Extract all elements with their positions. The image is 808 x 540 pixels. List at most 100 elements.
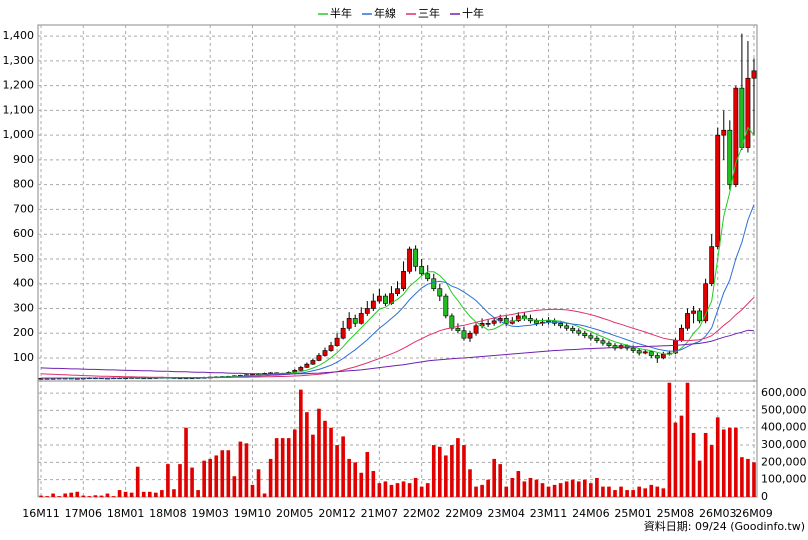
y-tick-label: 200 [13, 326, 34, 339]
candle-body [558, 323, 564, 327]
volume-bar [87, 496, 92, 497]
candle-body [630, 347, 636, 351]
volume-bar [721, 429, 726, 497]
volume-bar [347, 458, 351, 497]
candle-body [654, 355, 660, 359]
candle-body [358, 313, 364, 324]
volume-bar [154, 492, 158, 497]
y-tick-label: 600 [13, 227, 34, 240]
candle-body [691, 310, 696, 314]
volume-bar [305, 412, 309, 497]
legend-label: 三年 [418, 6, 440, 20]
ma-line [40, 329, 755, 375]
volume-bar [135, 466, 140, 497]
x-tick-label: 25M08 [657, 507, 695, 520]
candle-body [582, 332, 588, 336]
candle-body [449, 315, 455, 329]
legend-label: 半年 [330, 6, 352, 20]
volume-bar [576, 481, 581, 497]
candle-body [733, 87, 739, 185]
volume-bar [57, 496, 61, 497]
volume-bar [534, 479, 539, 497]
volume-bar [147, 491, 152, 497]
volume-bar [123, 491, 128, 497]
volume-bar [709, 445, 714, 497]
volume-bar [697, 460, 702, 497]
x-tick-label: 25M01 [614, 507, 652, 520]
candle-body [594, 337, 600, 341]
y2-tick-label: 600,000 [761, 386, 807, 399]
volume-bar [214, 455, 219, 497]
y-tick-label: 1,100 [3, 103, 35, 116]
candle-body [739, 87, 745, 148]
volume-bar [661, 488, 666, 497]
candle-body [376, 295, 382, 302]
volume-bar [462, 445, 466, 497]
plot-frame [37, 24, 758, 498]
x-tick-label: 26M09 [735, 507, 773, 520]
volume-bar [522, 481, 527, 497]
x-tick-label: 21M07 [361, 507, 399, 520]
volume-bar [558, 483, 563, 497]
candle-body [328, 345, 334, 351]
candle-body [709, 246, 715, 285]
volume-bar [172, 489, 176, 497]
volume-bar [740, 457, 744, 497]
volume-bar [268, 458, 273, 497]
y-tick-label: 300 [13, 301, 34, 314]
candle-body [715, 134, 721, 247]
volume-bar [220, 450, 225, 497]
candle-body [503, 318, 509, 324]
volume-bar [552, 484, 557, 497]
x-tick-label: 17M06 [65, 507, 103, 520]
candle-body [745, 77, 751, 148]
volume-bar [546, 486, 551, 497]
candle-body [310, 360, 316, 365]
volume-bar [649, 484, 654, 497]
volume-bar [564, 481, 569, 497]
volume-bar [419, 486, 424, 497]
volume-bar [486, 479, 490, 497]
candle-body [697, 310, 703, 322]
candle-body [419, 266, 425, 275]
candle-body [515, 315, 521, 322]
volume-bar [619, 486, 623, 497]
candle-body [648, 351, 654, 356]
volume-bar [685, 382, 690, 497]
volume-bar [510, 477, 515, 497]
volume-bar [746, 458, 750, 497]
x-tick-label: 26M03 [699, 507, 737, 520]
volume-bar [456, 438, 460, 497]
candle-body [642, 351, 648, 354]
legend-label: 十年 [462, 6, 484, 20]
volume-bar [540, 483, 545, 497]
x-tick-label: 19M10 [234, 507, 272, 520]
candle-body [467, 332, 473, 339]
candle-body [443, 295, 449, 317]
candle-body [588, 335, 594, 339]
candle-body [340, 327, 346, 339]
candle-body [425, 273, 431, 280]
volume-bar [528, 477, 533, 497]
volume-bar [631, 490, 635, 497]
volume-bar [667, 382, 672, 497]
volume-bar [311, 434, 315, 497]
volume-bar [625, 490, 629, 497]
volume-bar [468, 469, 472, 497]
y-tick-label: 1,300 [3, 54, 35, 67]
candle-body [576, 330, 582, 334]
volume-bar [715, 417, 720, 497]
y-tick-label: 400 [13, 277, 34, 290]
candle-body [413, 248, 419, 267]
volume-bar [389, 484, 394, 497]
candle-body [600, 340, 606, 344]
candle-body [606, 342, 612, 346]
volume-bar [105, 493, 110, 497]
volume-bar [474, 486, 478, 497]
y-tick-label: 1,400 [3, 29, 35, 42]
volume-bar [691, 432, 696, 497]
volume-bar [299, 389, 303, 497]
volume-bar [601, 486, 605, 497]
candle-body [564, 325, 570, 329]
